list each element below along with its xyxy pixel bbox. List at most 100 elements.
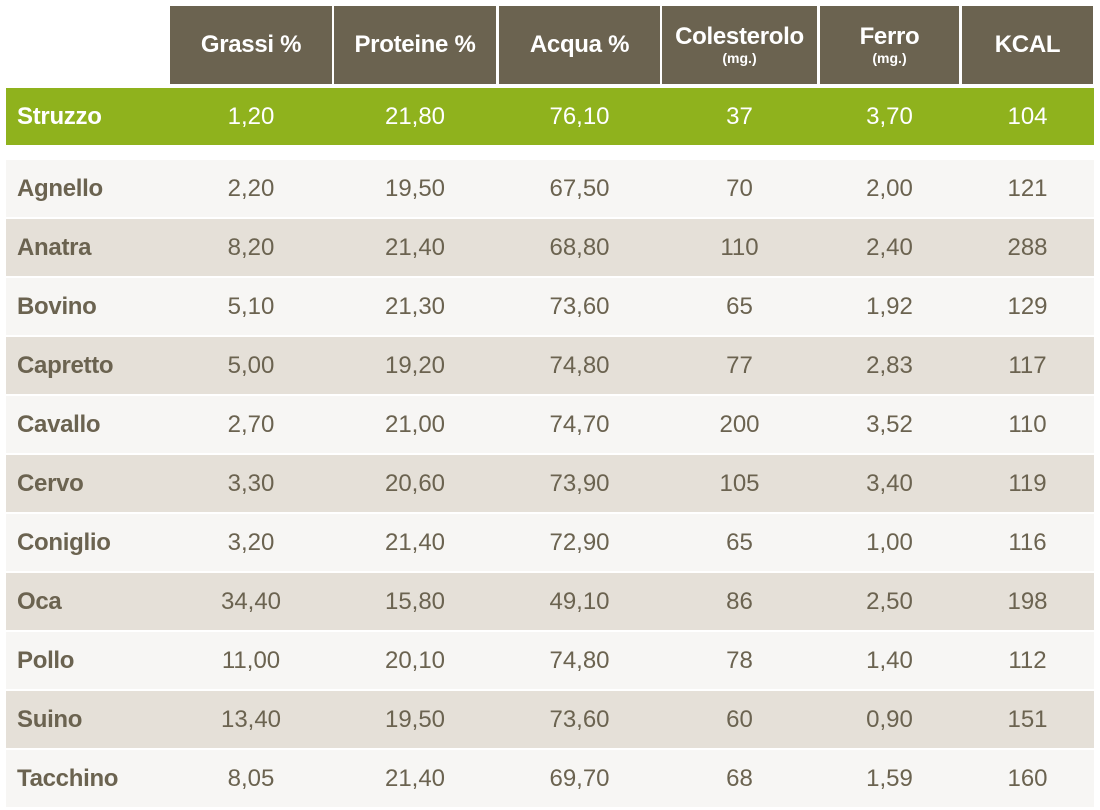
cell-acqua: 73,60 (549, 705, 610, 733)
table-row-cervo: Cervo 3,30 20,60 73,90 105 3,40 119 (6, 455, 1094, 512)
cell-grassi: 5,00 (227, 351, 275, 379)
cell-ferro: 2,40 (866, 233, 913, 261)
cell-ferro: 3,40 (866, 469, 913, 497)
cell-proteine: 20,10 (384, 646, 446, 674)
cell-proteine: 21,40 (384, 528, 446, 556)
cell-grassi: 11,00 (221, 646, 281, 674)
cell-proteine: 21,00 (384, 410, 446, 438)
cell-acqua: 73,90 (549, 469, 610, 497)
cell-colesterolo: 78 (726, 646, 753, 674)
column-header-colesterolo: Colesterolo (mg.) (662, 6, 817, 84)
cell-acqua: 49,10 (549, 587, 610, 615)
cell-kcal: 151 (1007, 705, 1048, 733)
column-header-label: Acqua % (529, 31, 630, 58)
row-label: Pollo (17, 646, 75, 674)
column-header-kcal: KCAL (962, 6, 1093, 84)
cell-kcal: 160 (1007, 764, 1048, 792)
table-row-agnello: Agnello 2,20 19,50 67,50 70 2,00 121 (6, 160, 1094, 217)
cell-acqua: 67,50 (549, 174, 610, 202)
column-header-unit: (mg.) (722, 50, 757, 66)
cell-acqua: 73,60 (549, 292, 610, 320)
column-header-label: Grassi % (200, 31, 302, 58)
cell-acqua: 76,10 (549, 102, 610, 130)
table-row-struzzo: Struzzo 1,20 21,80 76,10 37 3,70 104 (6, 88, 1094, 145)
cell-acqua: 68,80 (549, 233, 610, 261)
table-row-suino: Suino 13,40 19,50 73,60 60 0,90 151 (6, 691, 1094, 748)
row-label: Coniglio (17, 528, 111, 556)
cell-proteine: 21,40 (384, 233, 446, 261)
table-row-oca: Oca 34,40 15,80 49,10 86 2,50 198 (6, 573, 1094, 630)
cell-ferro: 0,90 (866, 705, 913, 733)
cell-kcal: 117 (1008, 351, 1047, 379)
cell-grassi: 3,30 (227, 469, 275, 497)
row-label: Tacchino (17, 764, 119, 792)
row-label: Suino (17, 705, 83, 733)
cell-proteine: 21,40 (384, 764, 446, 792)
cell-ferro: 1,92 (866, 292, 913, 320)
cell-acqua: 69,70 (549, 764, 610, 792)
table-row-pollo: Pollo 11,00 20,10 74,80 78 1,40 112 (6, 632, 1094, 689)
cell-kcal: 129 (1007, 292, 1048, 320)
cell-ferro: 1,00 (866, 528, 913, 556)
column-header-label: KCAL (994, 31, 1061, 58)
cell-proteine: 19,50 (384, 174, 446, 202)
cell-proteine: 20,60 (384, 469, 446, 497)
cell-colesterolo: 65 (726, 528, 753, 556)
column-header-ferro: Ferro (mg.) (820, 6, 959, 84)
cell-grassi: 2,20 (227, 174, 275, 202)
cell-proteine: 19,20 (384, 351, 446, 379)
row-label: Anatra (17, 233, 92, 261)
table-row-coniglio: Coniglio 3,20 21,40 72,90 65 1,00 116 (6, 514, 1094, 571)
table-row-anatra: Anatra 8,20 21,40 68,80 110 2,40 288 (6, 219, 1094, 276)
cell-acqua: 74,70 (549, 410, 610, 438)
cell-proteine: 21,80 (384, 102, 446, 130)
cell-ferro: 1,59 (866, 764, 913, 792)
row-label: Struzzo (17, 102, 102, 130)
cell-ferro: 3,70 (866, 102, 913, 130)
row-label: Cervo (17, 469, 84, 497)
cell-acqua: 74,80 (549, 351, 610, 379)
cell-kcal: 110 (1008, 410, 1047, 438)
cell-ferro: 1,40 (866, 646, 913, 674)
table-row-capretto: Capretto 5,00 19,20 74,80 77 2,83 117 (6, 337, 1094, 394)
cell-proteine: 19,50 (384, 705, 446, 733)
cell-colesterolo: 68 (726, 764, 753, 792)
column-header-acqua: Acqua % (499, 6, 660, 84)
cell-colesterolo: 86 (726, 587, 753, 615)
cell-grassi: 5,10 (227, 292, 275, 320)
cell-ferro: 2,50 (866, 587, 913, 615)
cell-colesterolo: 77 (726, 351, 753, 379)
cell-kcal: 121 (1007, 174, 1048, 202)
column-header-proteine: Proteine % (334, 6, 496, 84)
cell-grassi: 3,20 (227, 528, 275, 556)
cell-proteine: 21,30 (384, 292, 446, 320)
column-header-label: Proteine % (354, 31, 476, 58)
cell-acqua: 72,90 (549, 528, 610, 556)
cell-kcal: 116 (1008, 528, 1047, 556)
cell-grassi: 8,20 (227, 233, 275, 261)
cell-colesterolo: 110 (720, 233, 759, 261)
row-label: Oca (17, 587, 62, 615)
cell-kcal: 104 (1007, 102, 1048, 130)
cell-acqua: 74,80 (549, 646, 610, 674)
row-label: Bovino (17, 292, 97, 320)
cell-grassi: 8,05 (227, 764, 275, 792)
cell-ferro: 2,00 (866, 174, 913, 202)
cell-grassi: 2,70 (227, 410, 275, 438)
table-row-bovino: Bovino 5,10 21,30 73,60 65 1,92 129 (6, 278, 1094, 335)
column-header-unit: (mg.) (872, 50, 907, 66)
cell-proteine: 15,80 (384, 587, 446, 615)
table-row-cavallo: Cavallo 2,70 21,00 74,70 200 3,52 110 (6, 396, 1094, 453)
table-row-tacchino: Tacchino 8,05 21,40 69,70 68 1,59 160 (6, 750, 1094, 807)
row-label: Agnello (17, 174, 103, 202)
cell-grassi: 1,20 (227, 102, 275, 130)
row-label: Cavallo (17, 410, 101, 438)
cell-colesterolo: 70 (726, 174, 753, 202)
cell-colesterolo: 65 (726, 292, 753, 320)
row-label: Capretto (17, 351, 114, 379)
column-header-label: Colesterolo (675, 23, 804, 50)
cell-kcal: 119 (1008, 469, 1047, 497)
cell-colesterolo: 200 (719, 410, 760, 438)
cell-grassi: 34,40 (220, 587, 282, 615)
